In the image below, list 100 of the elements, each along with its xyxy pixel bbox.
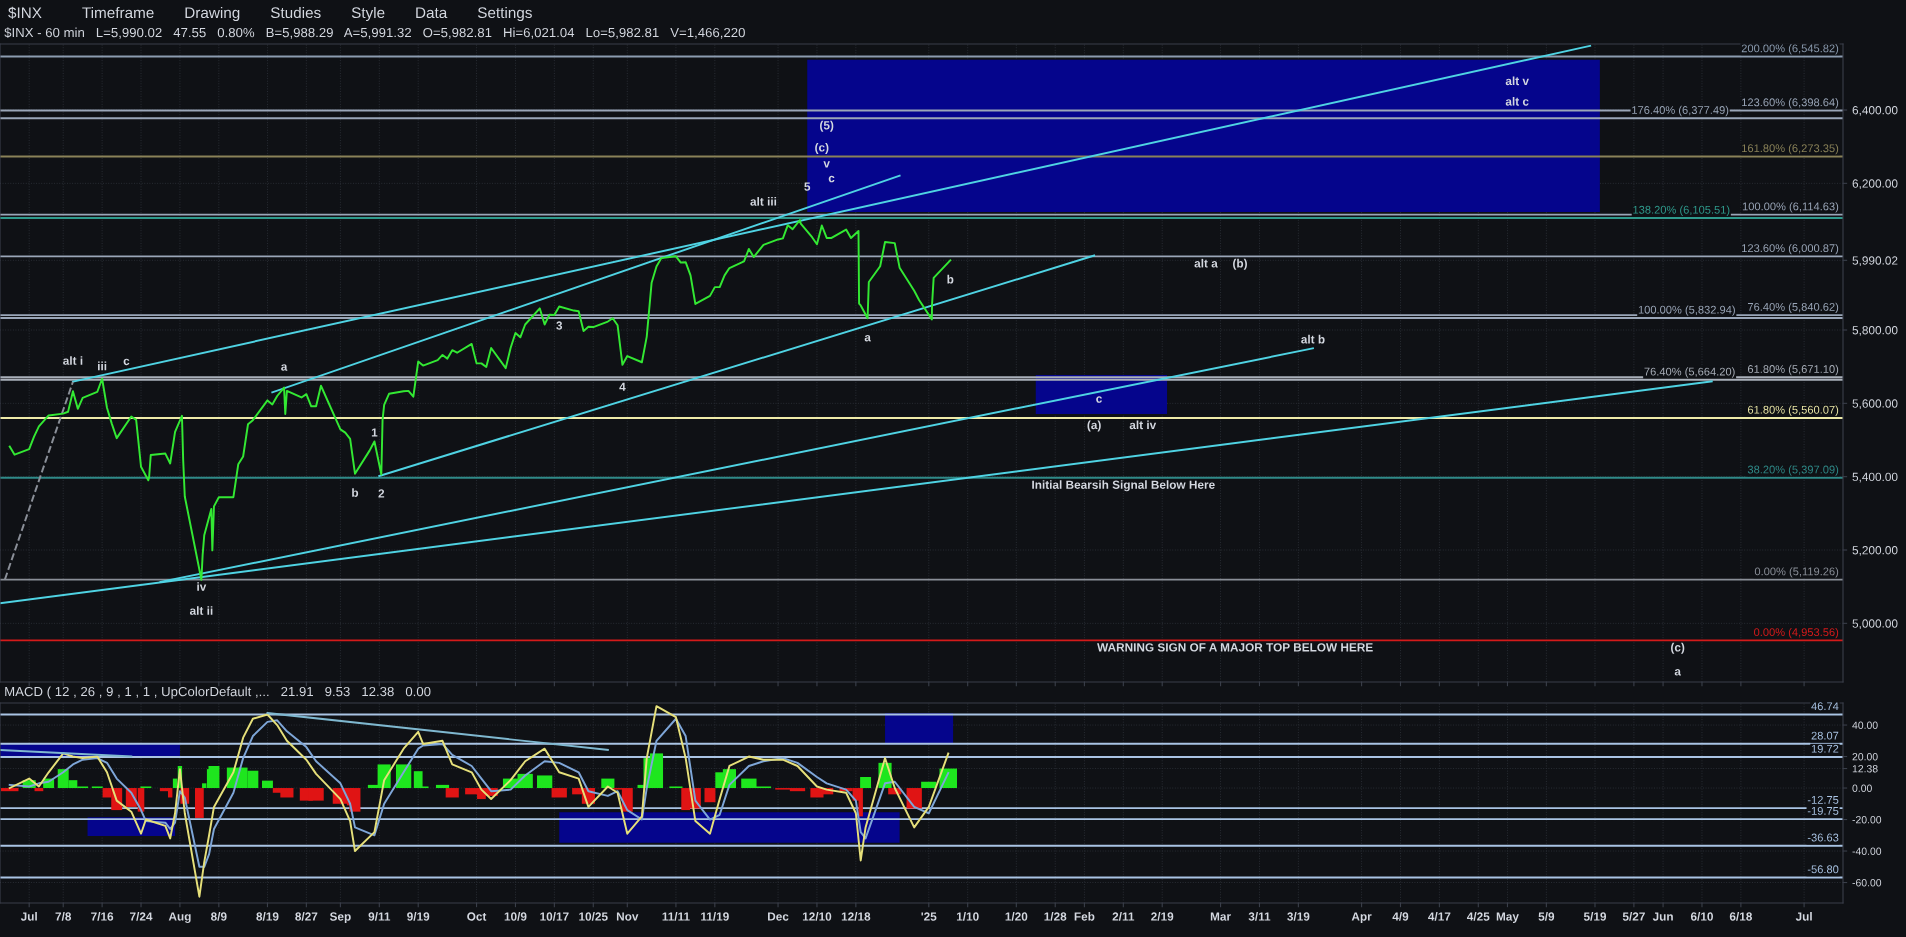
x-tick-label: 5/19 [1583, 912, 1607, 921]
annotation: iv [197, 582, 207, 591]
ref-line-label: -36.63 [1807, 833, 1839, 842]
x-tick-label: 11/11 [662, 912, 690, 921]
x-tick-label: Apr [1351, 912, 1372, 924]
x-tick-label: 8/19 [256, 912, 279, 921]
y-tick-label: 40.00 [1852, 721, 1878, 729]
ref-line-label: 19.72 [1811, 744, 1839, 753]
ref-line-label: 61.80% (5,560.07) [1747, 405, 1839, 416]
x-tick-label: Dec [768, 912, 789, 921]
ref-line-label: -19.75 [1807, 806, 1839, 815]
ref-line-label: 100.00% (5,832.94) [1638, 305, 1735, 316]
annotation: Initial Bearsih Signal Below Here [1032, 480, 1215, 492]
x-tick-label: 4/17 [1428, 912, 1451, 921]
annotation: c [1096, 396, 1102, 403]
annotation: WARNING SIGN OF A MAJOR TOP BELOW HERE [1097, 643, 1373, 652]
x-tick-label: Jun [1652, 912, 1673, 921]
y-tick-label: 5,400.00 [1852, 472, 1898, 483]
x-tick-label: 2/11 [1112, 912, 1135, 921]
y-tick-label: 20.00 [1852, 753, 1878, 761]
x-tick-label: 10/17 [540, 912, 569, 921]
x-tick-label: 1/28 [1044, 912, 1067, 921]
ref-line-label: 176.40% (6,377.49) [1632, 105, 1729, 117]
x-tick-label: 10/9 [504, 912, 527, 921]
ref-line-label: 46.74 [1811, 702, 1839, 711]
x-tick-label: 5/9 [1538, 912, 1555, 921]
annotation: (b) [1233, 258, 1247, 270]
x-tick-label: May [1496, 912, 1519, 924]
x-tick-label: 10/25 [579, 912, 608, 921]
annotation: alt i [63, 356, 83, 365]
chart-title: MACD ( 12 , 26 , 9 , 1 , 1 , UpColorDefault ,... 21.91 9.53 12.38 0.00 [5, 686, 431, 699]
text: Studies [270, 6, 321, 19]
x-tick-label: Mar [1210, 912, 1231, 921]
x-tick-label: 2/19 [1151, 912, 1174, 921]
y-tick-label: 5,200.00 [1852, 546, 1898, 556]
ref-line-label: 38.20% (5,397.09) [1747, 465, 1839, 476]
annotation: alt ii [189, 606, 213, 615]
annotation: alt b [1301, 334, 1325, 344]
ref-line-label: 0.00% (4,953.56) [1754, 627, 1839, 639]
chart-title: $INX - 60 min L=5,990.02 47.55 0.80% B=5,988.29 A=5,991.32 O=5,982.81 Hi=6,021.04 Lo=5,982.81 V=1,466,220 [4, 27, 745, 39]
text: $INX [8, 6, 42, 20]
x-tick-label: Nov [616, 912, 639, 921]
x-tick-label: '25 [921, 912, 937, 921]
annotation: (c) [1671, 642, 1685, 654]
annotation: iii [98, 361, 107, 371]
annotation: a [1674, 669, 1682, 676]
ref-line-label: 138.20% (6,105.51) [1633, 205, 1730, 216]
annotation: alt iv [1129, 420, 1157, 430]
x-tick-label: 3/11 [1248, 912, 1271, 921]
ref-line-label: 28.07 [1811, 731, 1839, 740]
annotation: c [828, 175, 835, 183]
x-tick-label: 7/16 [91, 912, 114, 921]
annotation: v [823, 161, 830, 168]
ref-line-label: 76.40% (5,664.20) [1644, 367, 1735, 378]
text: Style [351, 6, 385, 22]
y-tick-label: 5,990.02 [1852, 256, 1898, 267]
annotation: (5) [820, 120, 834, 132]
ref-line-label: 100.00% (6,114.63) [1742, 202, 1839, 213]
annotation: 1 [371, 428, 378, 437]
text: Settings [477, 6, 532, 22]
ref-line-label: -12.75 [1807, 795, 1839, 804]
annotation: c [123, 358, 130, 366]
annotation: alt v [1505, 76, 1529, 86]
x-tick-label: 5/27 [1622, 912, 1645, 921]
y-tick-label: -40.00 [1852, 847, 1882, 855]
x-tick-label: 12/10 [802, 912, 832, 921]
x-tick-label: Jul [1795, 912, 1812, 921]
ref-line-label: -56.80 [1807, 865, 1839, 874]
y-tick-label: 5,800.00 [1852, 326, 1898, 336]
x-tick-label: 9/11 [368, 912, 391, 921]
x-tick-label: 1/10 [956, 912, 979, 921]
x-tick-label: Feb [1074, 912, 1095, 921]
x-tick-label: 6/10 [1690, 912, 1713, 921]
annotation: 2 [378, 489, 385, 498]
x-tick-label: 11/19 [701, 912, 729, 921]
y-tick-label: -60.00 [1852, 879, 1882, 887]
ref-line-label: 123.60% (6,398.64) [1742, 98, 1839, 109]
y-tick-label: 5,600.00 [1852, 399, 1898, 410]
ref-line-label: 61.80% (5,671.10) [1747, 364, 1839, 376]
annotation: b [947, 274, 954, 284]
x-tick-label: 4/9 [1392, 912, 1409, 921]
annotation: a [281, 364, 288, 371]
x-tick-label: 8/9 [211, 912, 227, 921]
annotation: 3 [556, 321, 563, 330]
x-tick-label: 7/24 [130, 912, 153, 921]
x-tick-label: Jul [20, 912, 37, 921]
y-tick-label: 5,000.00 [1852, 619, 1898, 630]
annotation: a [864, 334, 871, 342]
x-tick-label: 3/19 [1287, 912, 1310, 921]
x-tick-label: 6/18 [1729, 912, 1753, 921]
ref-line-label: 161.80% (6,273.35) [1742, 144, 1839, 155]
text: Drawing [185, 6, 240, 22]
annotation: 4 [619, 382, 626, 391]
x-tick-label: Sep [329, 912, 351, 924]
x-tick-label: 12/18 [841, 912, 871, 921]
x-tick-label: Oct [467, 912, 487, 921]
annotation: 5 [804, 182, 811, 191]
annotation: alt a [1194, 258, 1218, 268]
y-tick-label: 6,200.00 [1852, 179, 1898, 190]
annotation: alt c [1505, 96, 1529, 106]
